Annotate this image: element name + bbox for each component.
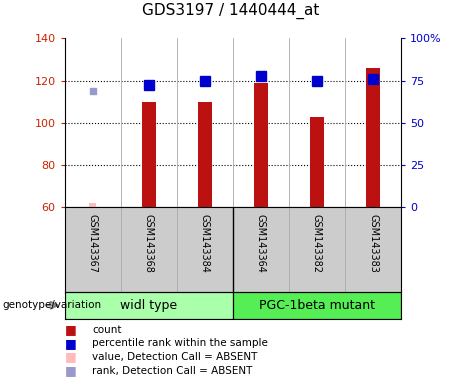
Bar [142,102,156,207]
Text: GDS3197 / 1440444_at: GDS3197 / 1440444_at [142,3,319,19]
Text: GSM143384: GSM143384 [200,214,210,273]
Text: GSM143382: GSM143382 [312,214,322,273]
Text: GSM143383: GSM143383 [368,214,378,273]
Text: GSM143367: GSM143367 [88,214,98,273]
Text: rank, Detection Call = ABSENT: rank, Detection Call = ABSENT [92,366,253,376]
Bar [254,83,268,207]
Text: value, Detection Call = ABSENT: value, Detection Call = ABSENT [92,352,258,362]
Text: ■: ■ [65,351,76,363]
Bar [310,117,324,207]
Bar [366,68,380,207]
Text: ■: ■ [65,337,76,350]
Bar [89,203,96,207]
Text: ■: ■ [65,323,76,336]
Text: PGC-1beta mutant: PGC-1beta mutant [259,299,375,312]
Text: GSM143368: GSM143368 [144,214,154,273]
Text: ■: ■ [65,364,76,377]
Text: percentile rank within the sample: percentile rank within the sample [92,338,268,348]
Text: genotype/variation: genotype/variation [2,300,101,310]
Text: GSM143364: GSM143364 [256,214,266,273]
Bar [198,102,212,207]
Text: widl type: widl type [120,299,177,312]
Text: count: count [92,324,122,334]
